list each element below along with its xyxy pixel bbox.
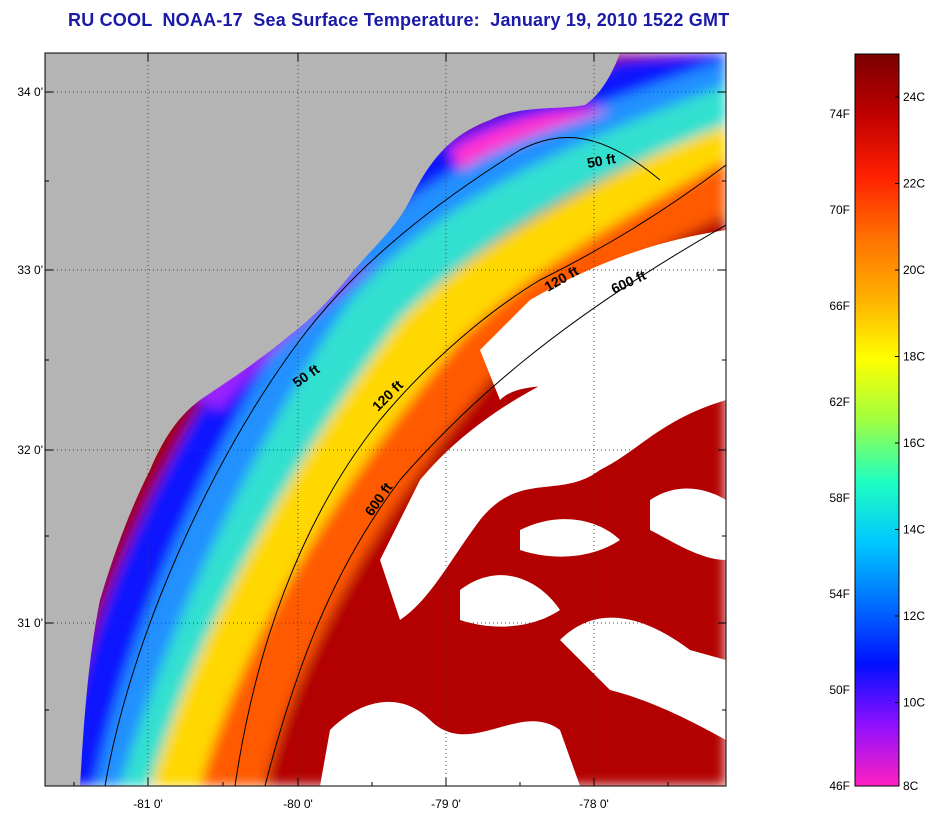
isobath-labels: 50 ft 50 ft 120 ft 120 ft 600 ft 600 ft: [290, 150, 649, 519]
lon-label: -81 0': [133, 797, 163, 811]
lon-label: -80 0': [283, 797, 313, 811]
colorbar-label-c: 16C: [903, 436, 925, 450]
colorbar-label-f: 62F: [829, 395, 850, 409]
lat-label: 33 0': [17, 263, 43, 277]
lon-label: -78 0': [579, 797, 609, 811]
colorbar-scale: [854, 53, 900, 787]
map-frame: [44, 52, 727, 787]
cloud-mask: [320, 230, 726, 786]
lat-label: 31 0': [17, 616, 43, 630]
colorbar-label-c: 8C: [903, 779, 919, 793]
colorbar-label-c: 10C: [903, 696, 925, 710]
colorbar-label-c: 12C: [903, 609, 925, 623]
map-title: RU COOL NOAA-17 Sea Surface Temperature:…: [68, 10, 730, 30]
colorbar-label-c: 20C: [903, 263, 925, 277]
lon-label: -79 0': [431, 797, 461, 811]
isobath-lines: [104, 137, 726, 786]
colorbar-label-c: 22C: [903, 177, 925, 191]
colorbar-label-f: 74F: [829, 107, 850, 121]
colorbar-label-f: 54F: [829, 587, 850, 601]
colorbar-fahrenheit-labels: 74F 70F 66F 62F 58F 54F 50F 46F: [829, 107, 850, 793]
axis-ticks: [45, 53, 726, 786]
longitude-labels: -81 0' -80 0' -79 0' -78 0': [133, 797, 609, 811]
colorbar-label-c: 24C: [903, 90, 925, 104]
colorbar-label-f: 58F: [829, 491, 850, 505]
colorbar-label-c: 14C: [903, 523, 925, 537]
colorbar-label-c: 18C: [903, 350, 925, 364]
colorbar-label-f: 46F: [829, 779, 850, 793]
colorbar-celsius-labels: 24C 22C 20C 18C 16C 14C 12C 10C 8C: [903, 90, 925, 793]
latitude-labels: 34 0' 33 0' 32 0' 31 0': [17, 85, 43, 630]
lat-label: 34 0': [17, 85, 43, 99]
colorbar-ticks: [895, 96, 899, 787]
colorbar-label-f: 50F: [829, 683, 850, 697]
graticule: [45, 53, 726, 786]
lat-label: 32 0': [17, 443, 43, 457]
colorbar-label-f: 66F: [829, 299, 850, 313]
land-mass: [45, 53, 620, 786]
colorbar-label-f: 70F: [829, 203, 850, 217]
isobath-label: 50 ft: [586, 150, 617, 171]
